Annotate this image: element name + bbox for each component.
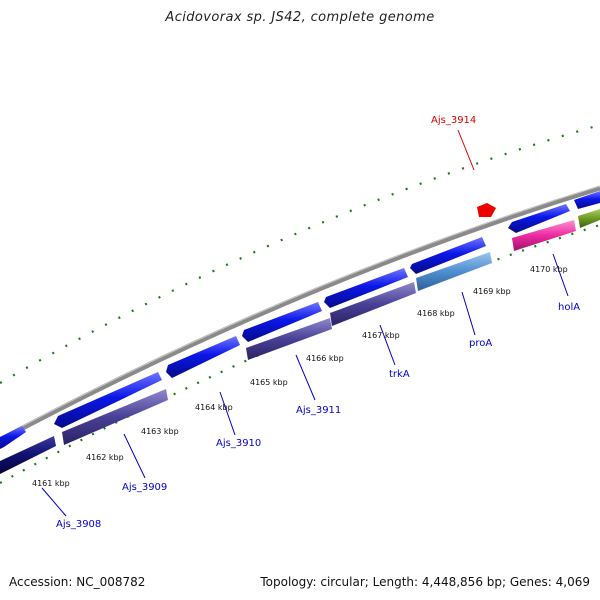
gene-arrow-ajs3911-fwd[interactable] [242, 302, 322, 342]
second-row-genes [0, 209, 600, 474]
kbp-tick-label: 4163 kbp [141, 427, 179, 436]
gene-arrow-trka-fwd[interactable] [324, 268, 408, 308]
gene-label-ajs3914[interactable]: Ajs_3914 [431, 115, 476, 126]
kbp-tick-label: 4162 kbp [86, 453, 124, 462]
genome-backbone [0, 185, 600, 443]
kbp-tick-label: 4165 kbp [250, 378, 288, 387]
gene-arrow-ajs3909-fwd[interactable] [54, 372, 162, 428]
kbp-tick-label: 4164 kbp [195, 403, 233, 412]
gene-label-ajs3910[interactable]: Ajs_3910 [216, 438, 261, 449]
gene-label-ajs3911[interactable]: Ajs_3911 [296, 405, 341, 416]
gene-label-ajs3909[interactable]: Ajs_3909 [122, 482, 167, 493]
gene-arrow-proa-fwd[interactable] [410, 237, 486, 274]
gene-leader-lines [41, 253, 569, 517]
gene-bar-dark[interactable] [0, 436, 56, 474]
kbp-tick-label: 4168 kbp [417, 309, 455, 318]
leader-ajs3914 [457, 129, 475, 171]
kbp-tick-label: 4169 kbp [473, 287, 511, 296]
gene-bar-rev-1[interactable] [62, 389, 168, 445]
gene-bar-light[interactable] [416, 252, 492, 291]
gene-label-trka[interactable]: trkA [389, 369, 410, 380]
inner-kbp-ring [0, 223, 600, 484]
gene-arrow-next-fwd[interactable] [574, 191, 600, 209]
kbp-tick-label: 4167 kbp [362, 331, 400, 340]
gene-bar-pink[interactable] [512, 220, 576, 251]
pseudogene-marker-ajs3914[interactable] [477, 203, 496, 217]
genome-summary-text: Topology: circular; Length: 4,448,856 bp… [260, 575, 590, 589]
gene-bar-olive[interactable] [578, 209, 600, 228]
gene-bar-rev-3[interactable] [330, 282, 416, 326]
accession-text: Accession: NC_008782 [9, 575, 146, 589]
kbp-tick-label: 4166 kbp [306, 354, 344, 363]
forward-strand-genes [0, 191, 600, 449]
gene-arrow-ajs3908-fwd[interactable] [0, 426, 26, 449]
gene-bar-rev-2[interactable] [246, 318, 332, 360]
kbp-tick-label: 4161 kbp [32, 479, 70, 488]
kbp-tick-label: 4170 kbp [530, 265, 568, 274]
gene-label-ajs3908[interactable]: Ajs_3908 [56, 519, 101, 530]
gene-arrow-ajs3910-fwd[interactable] [166, 336, 240, 378]
gene-label-proa[interactable]: proA [469, 338, 492, 349]
map-title: Acidovorax sp. JS42, complete genome [165, 10, 435, 25]
gene-label-hola[interactable]: holA [558, 302, 580, 313]
gene-arrow-hola-fwd[interactable] [508, 204, 570, 233]
